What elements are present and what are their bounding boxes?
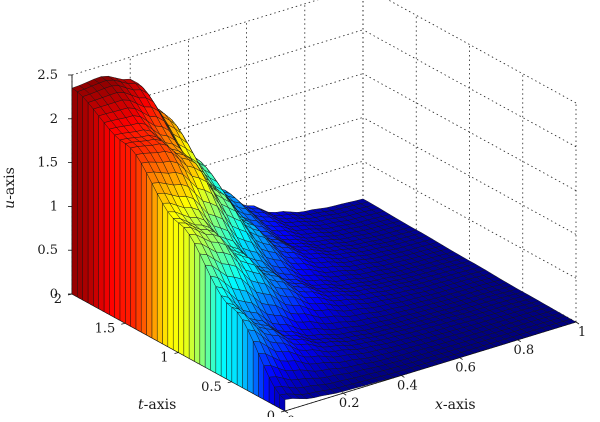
surface-curtain-face bbox=[135, 153, 142, 333]
surface-curtain-face bbox=[109, 128, 115, 318]
surface-curtain-face bbox=[140, 163, 147, 336]
y-tick-label: 2 bbox=[54, 292, 62, 307]
surface-curtain-face bbox=[231, 306, 238, 386]
x-tick-label: 1 bbox=[578, 325, 586, 340]
surface-curtain-face bbox=[215, 285, 222, 377]
surface-curtain-face bbox=[226, 302, 233, 383]
x-axis-label: x-axis bbox=[435, 397, 476, 413]
x-tick-mark bbox=[284, 410, 289, 414]
surface-curtain-face bbox=[119, 139, 126, 324]
z-tick-label: 1.5 bbox=[37, 156, 58, 171]
surface-curtain-face bbox=[114, 134, 121, 321]
gridline-side-z bbox=[362, 160, 577, 279]
surface-curtain-face bbox=[204, 265, 211, 371]
surface-curtain-face bbox=[146, 172, 153, 339]
surface-curtain-face bbox=[93, 108, 99, 309]
y-tick-label: 1 bbox=[160, 351, 168, 366]
x-tick-mark bbox=[459, 357, 463, 360]
x-tick-label: 0.8 bbox=[513, 343, 534, 358]
z-tick-label: 0 bbox=[50, 287, 58, 302]
y-tick-mark bbox=[121, 322, 126, 325]
surface-curtain-face bbox=[162, 202, 169, 347]
surface-curtain-face bbox=[82, 96, 89, 304]
z-tick-label: 2.5 bbox=[37, 68, 58, 83]
x-tick-mark bbox=[401, 375, 405, 378]
y-tick-label: 0.5 bbox=[201, 380, 222, 395]
surface-curtain-face bbox=[156, 193, 163, 345]
x-tick-mark bbox=[517, 339, 522, 343]
x-tick-label: 0.4 bbox=[397, 378, 418, 393]
surface-curtain-face bbox=[188, 233, 195, 362]
x-tick-mark bbox=[342, 392, 347, 396]
gridline-side-z bbox=[362, 29, 577, 148]
surface-curtain-face bbox=[236, 311, 243, 388]
surface-curtain-face bbox=[130, 147, 137, 330]
z-tick-label: 1 bbox=[50, 199, 58, 214]
z-tick-label: 2 bbox=[50, 112, 58, 127]
surface-curtain-face bbox=[167, 211, 174, 350]
y-tick-label: 1.5 bbox=[95, 321, 116, 336]
surface-curtain-face bbox=[103, 122, 110, 315]
surface-curtain-face bbox=[242, 319, 248, 391]
surface-face bbox=[562, 318, 577, 325]
surface-curtain-face bbox=[172, 218, 179, 353]
gridline-side-z bbox=[362, 117, 577, 235]
z-axis-label: u-axis bbox=[2, 167, 18, 209]
surface-curtain-face bbox=[247, 329, 254, 394]
y-tick-mark bbox=[227, 381, 232, 384]
surface-curtain-face bbox=[151, 183, 158, 342]
y-tick-mark bbox=[174, 352, 179, 354]
gridline-side-z bbox=[387, 0, 577, 104]
y-tick-mark bbox=[280, 410, 286, 413]
surface-curtain-face bbox=[98, 115, 105, 312]
x-tick-label: 0.2 bbox=[339, 396, 360, 411]
surface-curtain-face bbox=[199, 253, 206, 368]
surface-curtain-face bbox=[194, 243, 201, 365]
surface-curtain-face bbox=[77, 91, 83, 301]
y-tick-label: 0 bbox=[267, 409, 275, 417]
surface-curtain-face bbox=[87, 101, 94, 307]
surface-curtain-face bbox=[178, 222, 185, 356]
x-tick-mark bbox=[575, 321, 580, 325]
surface-curtain-face bbox=[183, 226, 190, 359]
y-axis-label: t-axis bbox=[138, 397, 176, 413]
surface-mesh bbox=[71, 75, 577, 412]
surface-curtain-face bbox=[210, 276, 217, 374]
z-tick-label: 0.5 bbox=[37, 243, 58, 258]
surface-curtain-face bbox=[220, 295, 227, 380]
gridline-back-z bbox=[71, 0, 319, 76]
x-tick-label: 0.6 bbox=[455, 361, 476, 376]
surface-curtain-face bbox=[71, 87, 78, 298]
surface-curtain-face bbox=[125, 143, 131, 327]
